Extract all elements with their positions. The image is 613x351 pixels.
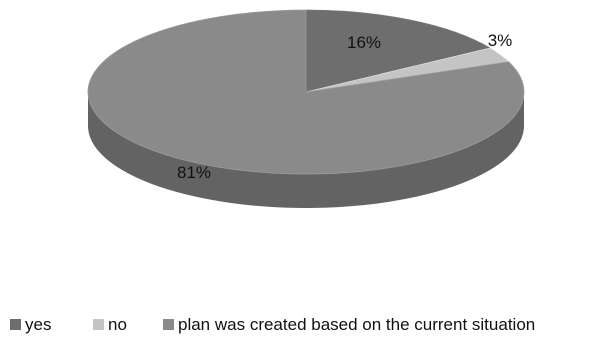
data-label-plan: 81% [177, 163, 211, 182]
pie-slice-plan [87, 9, 525, 175]
data-label-no: 3% [488, 31, 513, 50]
pie-side-plan [88, 92, 524, 208]
legend-label-no: no [108, 315, 127, 334]
data-label-yes: 16% [347, 33, 381, 52]
legend-swatch-plan [163, 319, 174, 330]
legend: yes no plan was created based on the cur… [10, 315, 535, 334]
pie-slice-yes [305, 9, 492, 93]
legend-swatch-yes [10, 319, 21, 330]
legend-label-plan: plan was created based on the current si… [178, 315, 535, 334]
legend-swatch-no [93, 319, 104, 330]
pie-layer [87, 9, 525, 208]
legend-label-yes: yes [25, 315, 51, 334]
data-label-layer: 16% 3% 81% [177, 31, 512, 182]
